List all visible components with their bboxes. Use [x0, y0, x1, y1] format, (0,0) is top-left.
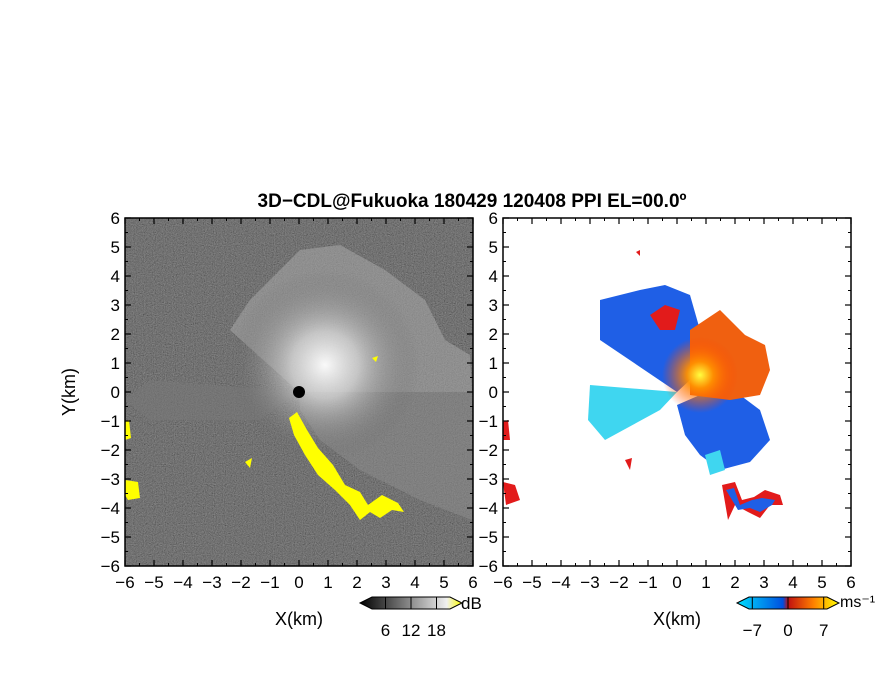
x-tick-label: 2	[352, 573, 361, 592]
left-radar-origin	[293, 386, 305, 398]
x-tick-label: −1	[638, 573, 657, 592]
y-tick-label: −2	[479, 441, 498, 460]
colorbar-tick-label: 7	[819, 621, 828, 640]
right-echo-cyan-west	[588, 385, 677, 440]
left-echo-core	[230, 270, 420, 460]
y-tick-label: 3	[111, 296, 120, 315]
y-tick-label: 5	[489, 238, 498, 257]
right-echo-cyan-south	[705, 450, 725, 475]
x-tick-label: 0	[672, 573, 681, 592]
y-tick-label: −6	[479, 557, 498, 576]
y-tick-label: −3	[479, 470, 498, 489]
left-axes: −6 −5 −4 −3 −2 −1 0 1 2 3 4 5 6 6 5 4 3 2 1 0 −1 −2 −3 −4 −5 −6	[101, 209, 478, 592]
y-tick-label: 2	[111, 325, 120, 344]
left-overlay-yellow-ridge	[289, 412, 404, 520]
x-tick-label: −6	[115, 573, 134, 592]
right-echo-red-north	[650, 305, 680, 330]
figure-title: 3D−CDL@Fukuoka 180429 120408 PPI EL=00.0…	[258, 191, 687, 212]
x-tick-label: 0	[294, 573, 303, 592]
y-tick-label: 1	[489, 354, 498, 373]
left-panel-reflectivity: −6 −5 −4 −3 −2 −1 0 1 2 3 4 5 6 6 5 4 3 2 1 0 −1 −2 −3 −4 −5 −6 X…	[59, 209, 478, 629]
right-xlabel: X(km)	[653, 609, 701, 629]
y-tick-label: −2	[101, 441, 120, 460]
y-tick-label: 4	[489, 267, 498, 286]
x-tick-label: 6	[846, 573, 855, 592]
left-ylabel: Y(km)	[59, 368, 79, 416]
colorbar-tick-label: 6	[381, 621, 390, 640]
colorbar-tick-label: −7	[743, 621, 762, 640]
colorbar-tick-label: 18	[427, 621, 446, 640]
x-tick-label: −3	[580, 573, 599, 592]
right-echo-blue-south	[677, 395, 770, 470]
right-axes: −6 −5 −4 −3 −2 −1 0 1 2 3 4 5 6 6 5 4 3 2 1 0 −1 −2 −3 −4 −5 −6	[479, 209, 856, 592]
x-tick-label: 5	[817, 573, 826, 592]
y-tick-label: 6	[111, 209, 120, 228]
y-tick-label: −5	[479, 528, 498, 547]
y-tick-label: −1	[479, 412, 498, 431]
x-tick-label: 5	[439, 573, 448, 592]
x-tick-label: −4	[173, 573, 192, 592]
x-tick-label: 3	[381, 573, 390, 592]
x-tick-label: −5	[144, 573, 163, 592]
right-colorbar-unit: ms⁻¹	[840, 594, 875, 611]
left-colorbar: dB 6 12 18	[358, 594, 482, 640]
right-colorbar-ticks: −7 0 7	[743, 597, 828, 640]
left-colorbar-unit: dB	[461, 594, 482, 613]
x-tick-label: −2	[609, 573, 628, 592]
x-tick-label: 4	[788, 573, 797, 592]
left-colorbar-ticks: 6 12 18	[381, 597, 446, 640]
y-tick-label: −4	[479, 499, 498, 518]
y-tick-label: −5	[101, 528, 120, 547]
y-tick-label: 2	[489, 325, 498, 344]
y-tick-label: −1	[101, 412, 120, 431]
y-tick-label: 0	[111, 383, 120, 402]
x-tick-label: 2	[730, 573, 739, 592]
x-tick-label: 3	[759, 573, 768, 592]
x-tick-label: −2	[231, 573, 250, 592]
right-echo-core	[662, 337, 738, 413]
x-tick-label: 1	[323, 573, 332, 592]
x-tick-label: 1	[701, 573, 710, 592]
x-tick-label: −1	[260, 573, 279, 592]
y-tick-label: 5	[111, 238, 120, 257]
y-tick-label: 0	[489, 383, 498, 402]
y-tick-label: −6	[101, 557, 120, 576]
colorbar-tick-label: 0	[783, 621, 792, 640]
y-tick-label: 4	[111, 267, 120, 286]
right-panel-doppler: −6 −5 −4 −3 −2 −1 0 1 2 3 4 5 6 6 5 4 3 2 1 0 −1 −2 −3 −4 −5 −6 X…	[479, 209, 856, 629]
left-xlabel: X(km)	[275, 609, 323, 629]
y-tick-label: −4	[101, 499, 120, 518]
x-tick-label: −4	[551, 573, 570, 592]
x-tick-label: 4	[410, 573, 419, 592]
y-tick-label: 3	[489, 296, 498, 315]
y-tick-label: 6	[489, 209, 498, 228]
right-colorbar: ms⁻¹ −7 0 7	[735, 594, 875, 640]
y-tick-label: −3	[101, 470, 120, 489]
y-tick-label: 1	[111, 354, 120, 373]
x-tick-label: 6	[468, 573, 477, 592]
right-echo-blue-ridge	[726, 488, 775, 512]
x-tick-label: −5	[522, 573, 541, 592]
colorbar-tick-label: 12	[402, 621, 421, 640]
x-tick-label: −3	[202, 573, 221, 592]
x-tick-label: −6	[493, 573, 512, 592]
